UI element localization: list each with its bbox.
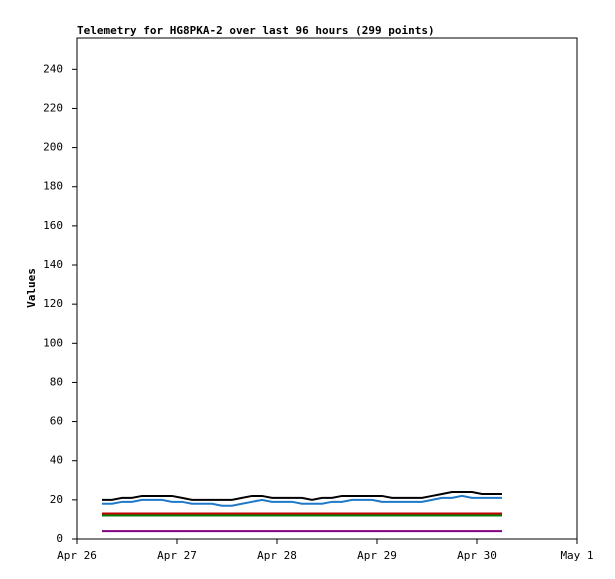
y-tick-label: 200 xyxy=(43,141,63,154)
x-tick-label: Apr 28 xyxy=(257,549,297,562)
y-tick-label: 240 xyxy=(43,62,63,75)
y-tick-label: 20 xyxy=(50,493,63,506)
y-tick-label: 80 xyxy=(50,375,63,388)
y-tick-label: 160 xyxy=(43,219,63,232)
y-axis-label: Values xyxy=(25,268,38,308)
x-tick-label: Apr 27 xyxy=(157,549,197,562)
y-tick-label: 120 xyxy=(43,297,63,310)
plot-frame xyxy=(76,37,578,540)
series-line xyxy=(102,491,502,501)
series-line xyxy=(102,494,502,507)
x-tick-label: May 1 xyxy=(560,549,593,562)
chart-title: Telemetry for HG8PKA-2 over last 96 hour… xyxy=(77,24,435,37)
y-tick-label: 0 xyxy=(56,532,63,545)
y-tick-label: 220 xyxy=(43,101,63,114)
y-tick-label: 40 xyxy=(50,454,63,467)
y-tick-label: 100 xyxy=(43,336,63,349)
x-tick-label: Apr 29 xyxy=(357,549,397,562)
y-tick-label: 140 xyxy=(43,258,63,271)
y-tick-label: 60 xyxy=(50,415,63,428)
x-tick-label: Apr 30 xyxy=(457,549,497,562)
y-tick-label: 180 xyxy=(43,180,63,193)
x-tick-label: Apr 26 xyxy=(57,549,97,562)
